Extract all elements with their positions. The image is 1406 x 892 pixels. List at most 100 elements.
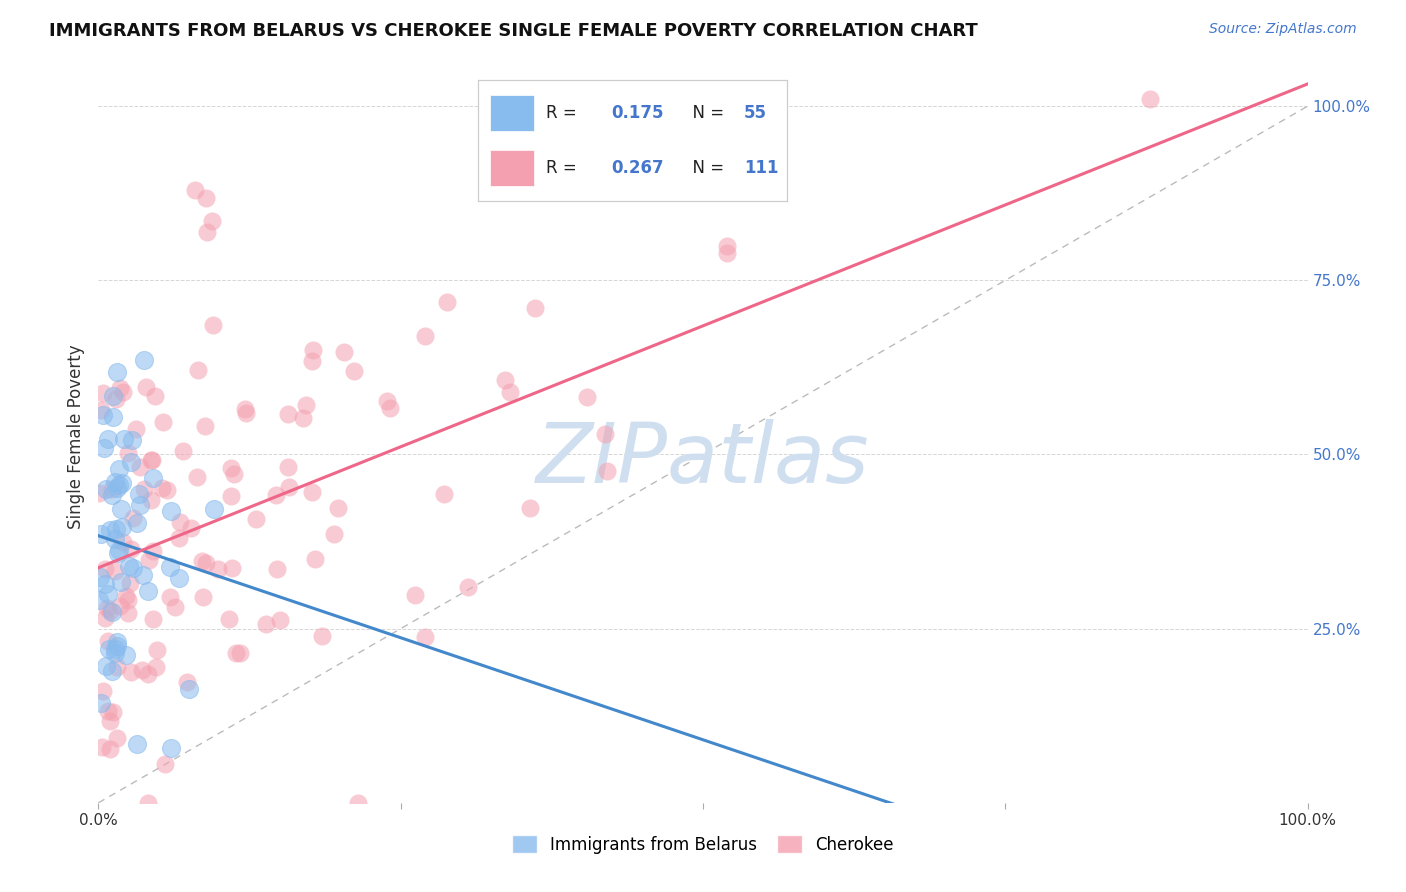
Cherokee: [176, 675, 198, 690]
Cherokee: [93, 385, 115, 400]
Immigrants from Belarus: [169, 571, 191, 585]
Immigrants from Belarus: [111, 520, 134, 534]
Immigrants from Belarus: [136, 583, 159, 598]
Immigrants from Belarus: [94, 577, 117, 591]
Cherokee: [136, 667, 159, 681]
Cherokee: [433, 487, 456, 501]
Cherokee: [141, 452, 163, 467]
Cherokee: [346, 796, 368, 810]
Cherokee: [269, 613, 291, 627]
Text: 55: 55: [744, 103, 768, 122]
Cherokee: [180, 521, 202, 535]
Cherokee: [278, 480, 301, 494]
Text: N =: N =: [682, 159, 730, 178]
Cherokee: [413, 329, 436, 343]
Cherokee: [301, 354, 323, 368]
Immigrants from Belarus: [89, 570, 111, 584]
Cherokee: [187, 363, 209, 377]
Cherokee: [219, 461, 242, 475]
Cherokee: [101, 483, 124, 497]
Cherokee: [114, 590, 136, 604]
Cherokee: [105, 731, 128, 746]
Immigrants from Belarus: [89, 593, 111, 607]
Cherokee: [145, 643, 167, 657]
Legend: Immigrants from Belarus, Cherokee: Immigrants from Belarus, Cherokee: [505, 829, 901, 860]
Cherokee: [457, 580, 479, 594]
Cherokee: [295, 398, 318, 412]
Cherokee: [498, 384, 520, 399]
Text: 111: 111: [744, 159, 779, 178]
Cherokee: [110, 381, 132, 395]
Immigrants from Belarus: [108, 462, 131, 476]
Cherokee: [716, 245, 738, 260]
Cherokee: [91, 739, 114, 754]
Text: 0.175: 0.175: [612, 103, 664, 122]
Cherokee: [224, 467, 246, 482]
Immigrants from Belarus: [159, 560, 181, 574]
Cherokee: [436, 295, 458, 310]
Text: IMMIGRANTS FROM BELARUS VS CHEROKEE SINGLE FEMALE POVERTY CORRELATION CHART: IMMIGRANTS FROM BELARUS VS CHEROKEE SING…: [49, 22, 979, 40]
Immigrants from Belarus: [131, 567, 153, 582]
Immigrants from Belarus: [93, 441, 115, 455]
Cherokee: [202, 318, 225, 333]
Cherokee: [245, 512, 267, 526]
Cherokee: [593, 427, 616, 442]
Cherokee: [98, 742, 121, 756]
Immigrants from Belarus: [105, 365, 128, 379]
Cherokee: [112, 535, 135, 549]
Cherokee: [120, 665, 142, 679]
Cherokee: [152, 415, 174, 429]
Cherokee: [184, 183, 207, 197]
Cherokee: [233, 401, 256, 416]
Cherokee: [1139, 92, 1161, 106]
Cherokee: [322, 527, 344, 541]
Immigrants from Belarus: [121, 433, 143, 447]
Immigrants from Belarus: [100, 664, 122, 678]
Cherokee: [576, 390, 599, 404]
Cherokee: [139, 453, 162, 467]
Cherokee: [519, 501, 541, 516]
Immigrants from Belarus: [118, 559, 141, 574]
Immigrants from Belarus: [160, 740, 183, 755]
Immigrants from Belarus: [90, 527, 112, 541]
Immigrants from Belarus: [103, 532, 125, 546]
Cherokee: [219, 489, 242, 503]
Cherokee: [91, 684, 114, 698]
Cherokee: [104, 564, 127, 578]
Cherokee: [155, 483, 177, 497]
Cherokee: [380, 401, 402, 415]
Immigrants from Belarus: [128, 487, 150, 501]
Cherokee: [716, 238, 738, 252]
Cherokee: [302, 343, 325, 357]
Cherokee: [105, 660, 128, 674]
Cherokee: [194, 191, 217, 205]
Cherokee: [134, 482, 156, 496]
Cherokee: [97, 704, 120, 718]
Immigrants from Belarus: [111, 476, 134, 491]
Cherokee: [105, 392, 128, 407]
Cherokee: [332, 345, 354, 359]
Cherokee: [159, 590, 181, 604]
Immigrants from Belarus: [98, 523, 121, 537]
Immigrants from Belarus: [94, 659, 117, 673]
Cherokee: [195, 556, 218, 570]
Cherokee: [125, 422, 148, 436]
Immigrants from Belarus: [101, 488, 124, 502]
Immigrants from Belarus: [97, 587, 120, 601]
Cherokee: [90, 402, 112, 417]
Cherokee: [117, 446, 139, 460]
Immigrants from Belarus: [96, 483, 118, 497]
Cherokee: [131, 663, 153, 677]
Cherokee: [494, 373, 516, 387]
Cherokee: [596, 465, 619, 479]
Immigrants from Belarus: [127, 516, 149, 530]
Text: R =: R =: [546, 103, 582, 122]
Immigrants from Belarus: [115, 648, 138, 662]
Cherokee: [142, 611, 165, 625]
Immigrants from Belarus: [90, 696, 112, 710]
Cherokee: [139, 492, 162, 507]
Immigrants from Belarus: [107, 546, 129, 560]
Cherokee: [169, 531, 191, 545]
Cherokee: [221, 560, 243, 574]
Cherokee: [218, 612, 240, 626]
